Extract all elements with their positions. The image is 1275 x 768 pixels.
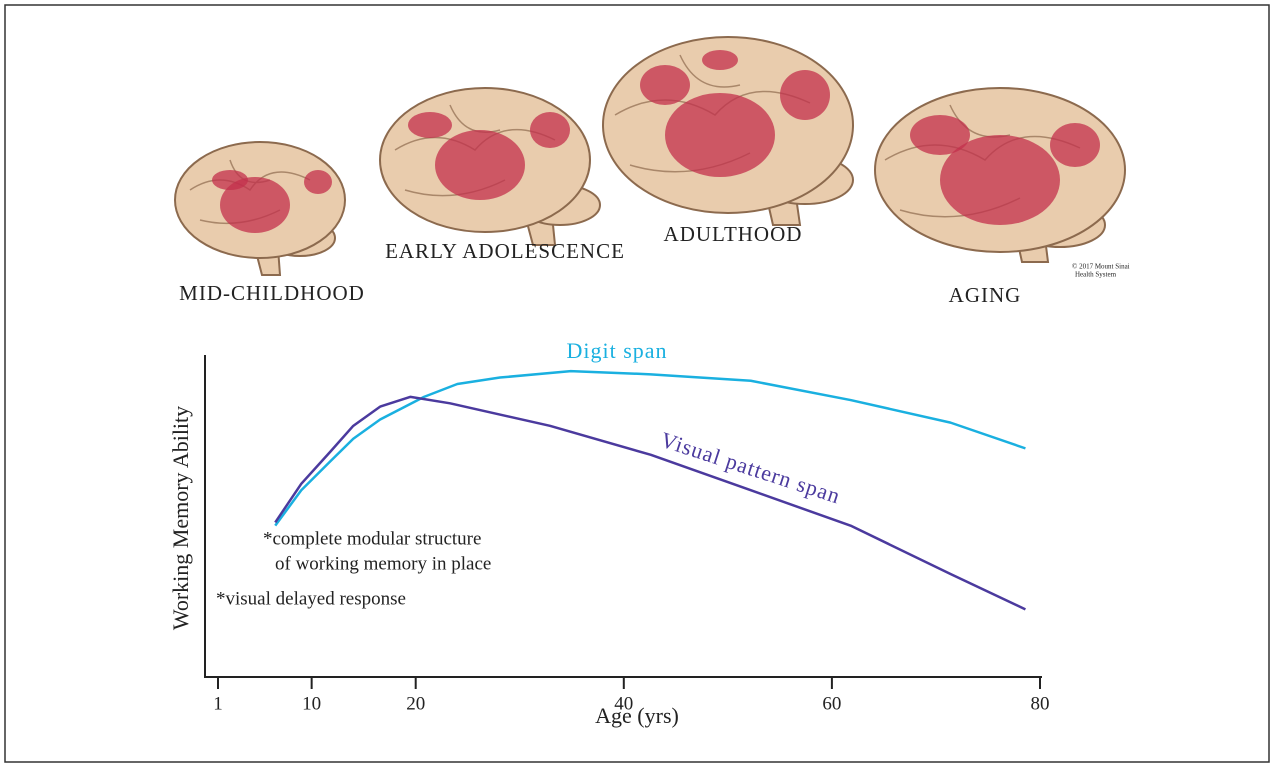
x-axis-label: Age (yrs) bbox=[595, 703, 679, 728]
credit: © 2017 Mount Sinai bbox=[1072, 263, 1130, 271]
stage-label: EARLY ADOLESCENCE bbox=[385, 239, 625, 263]
line bbox=[275, 397, 1025, 610]
y-axis-label: Working Memory Ability bbox=[168, 406, 193, 630]
brain-early-adolescence bbox=[380, 88, 600, 245]
chart: MID-CHILDHOOD EARLY ADOLESCENCE ADULTHOO… bbox=[0, 0, 1275, 768]
x-tick-label: 10 bbox=[302, 693, 321, 714]
annotation: *complete modular structure bbox=[263, 528, 481, 549]
x-tick-label: 40 bbox=[614, 693, 633, 714]
annotation: of working memory in place bbox=[275, 553, 491, 574]
credit: Health System bbox=[1075, 271, 1117, 279]
x-tick-label: 60 bbox=[822, 693, 841, 714]
line bbox=[275, 371, 1025, 526]
x-tick-label: 1 bbox=[213, 693, 223, 714]
stage-label: ADULTHOOD bbox=[664, 222, 803, 246]
brain-adulthood bbox=[603, 37, 853, 225]
stage-label: MID-CHILDHOOD bbox=[179, 281, 365, 305]
x-tick-label: 80 bbox=[1031, 693, 1050, 714]
brain-aging bbox=[875, 88, 1125, 262]
brain-mid-childhood bbox=[175, 142, 345, 275]
stage-label: AGING bbox=[949, 283, 1022, 307]
series-label: Digit span bbox=[566, 338, 667, 363]
annotation: *visual delayed response bbox=[216, 588, 406, 609]
x-tick-label: 20 bbox=[406, 693, 425, 714]
